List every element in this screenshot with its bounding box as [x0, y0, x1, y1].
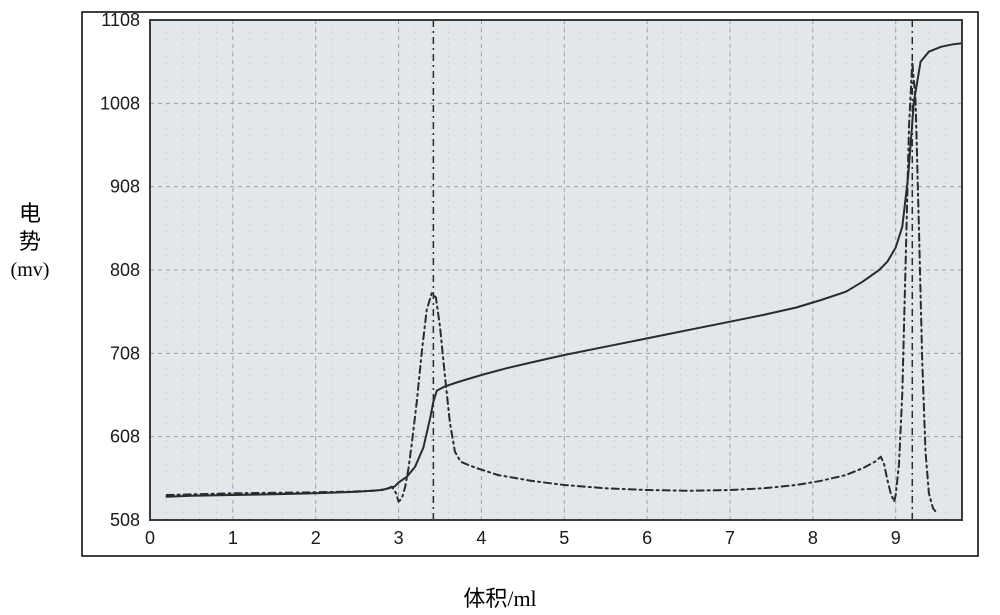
svg-text:5: 5 — [559, 528, 569, 548]
svg-text:8: 8 — [808, 528, 818, 548]
svg-text:808: 808 — [110, 260, 140, 280]
svg-text:4: 4 — [476, 528, 486, 548]
svg-text:3: 3 — [394, 528, 404, 548]
y-axis-label: 电 势 (mv) — [0, 200, 60, 283]
svg-text:508: 508 — [110, 510, 140, 530]
svg-text:6: 6 — [642, 528, 652, 548]
svg-text:908: 908 — [110, 177, 140, 197]
svg-text:1108: 1108 — [101, 10, 140, 30]
y-axis-label-unit: (mv) — [11, 259, 50, 281]
y-axis-label-line1: 电 — [19, 201, 41, 226]
svg-text:9: 9 — [891, 528, 901, 548]
svg-text:1: 1 — [228, 528, 238, 548]
svg-text:0: 0 — [145, 528, 155, 548]
x-axis-label-text: 体积/ml — [463, 586, 536, 611]
svg-text:708: 708 — [110, 343, 140, 363]
y-axis-label-line2: 势 — [19, 229, 41, 254]
x-axis-label: 体积/ml — [0, 581, 1000, 613]
svg-text:2: 2 — [311, 528, 321, 548]
chart-svg: 0 1 2 3 4 5 6 7 8 9 508 608 708 808 908 1008 1108 — [80, 10, 980, 570]
svg-text:1008: 1008 — [100, 93, 140, 113]
titration-chart: 0 1 2 3 4 5 6 7 8 9 508 608 708 808 908 1008 1108 — [80, 10, 980, 570]
svg-text:7: 7 — [725, 528, 735, 548]
svg-text:608: 608 — [110, 427, 140, 447]
